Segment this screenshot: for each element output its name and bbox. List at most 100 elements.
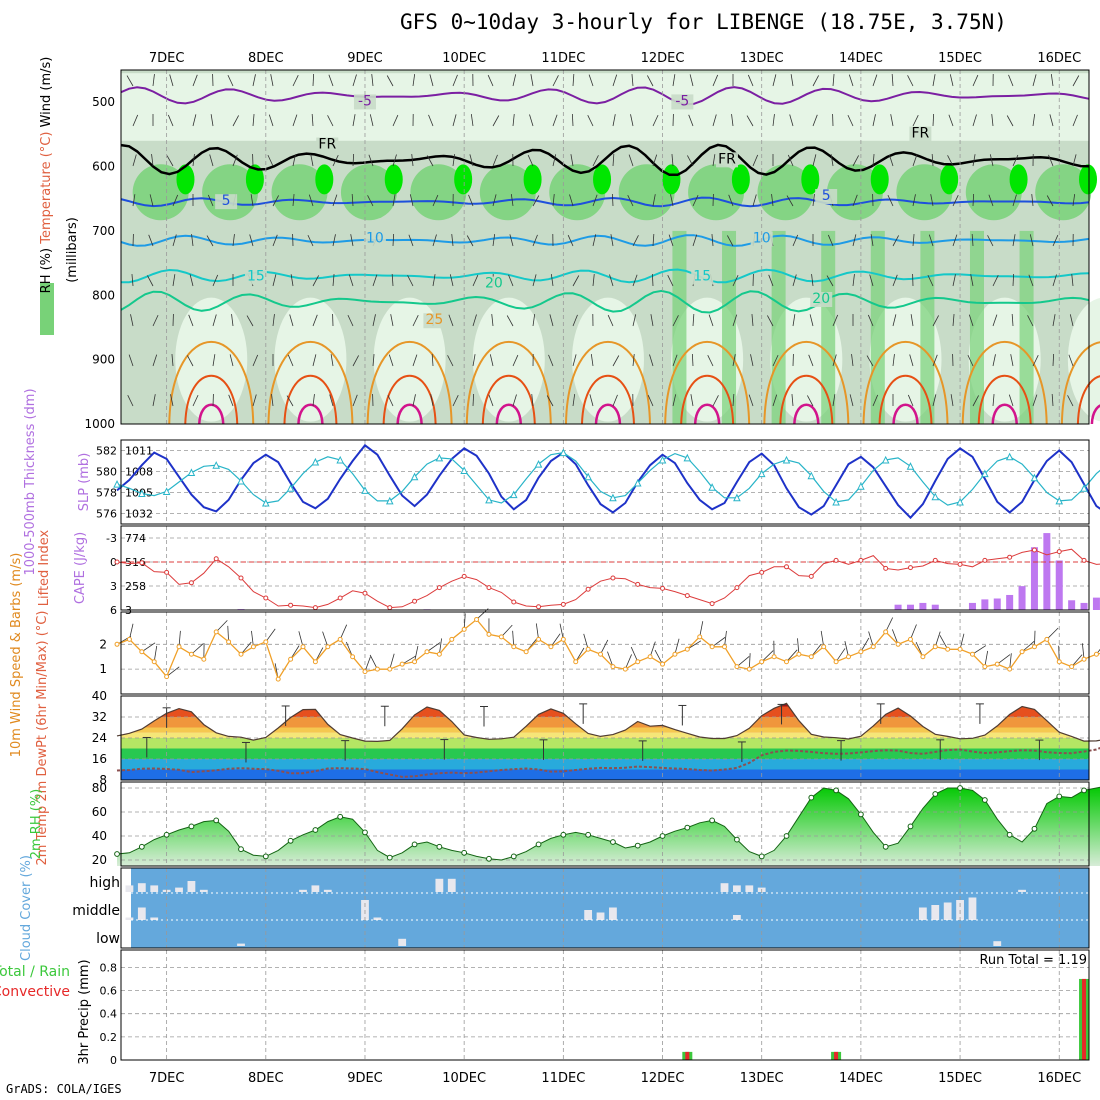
rh-moist-cell xyxy=(965,164,1022,221)
wind-barb xyxy=(492,234,496,247)
wind-barb xyxy=(492,115,500,127)
wind-barb xyxy=(592,234,597,247)
date-label-bottom: 16DEC xyxy=(1037,1071,1081,1086)
wind-barb xyxy=(352,74,357,87)
wind-barb xyxy=(367,195,374,207)
thickness-marker xyxy=(113,479,121,488)
precip-tick: 0.8 xyxy=(100,961,118,974)
cloud-low-bar xyxy=(398,938,407,946)
wind-barb xyxy=(847,114,854,127)
rh-saturated-cell xyxy=(176,164,195,195)
wind-barb xyxy=(469,154,474,167)
li-marker xyxy=(337,595,343,601)
wind-barb xyxy=(192,74,198,87)
cape-bar xyxy=(1043,533,1051,610)
wind-barb xyxy=(512,394,517,407)
wind-barb xyxy=(372,274,378,287)
wind-marker xyxy=(424,649,430,655)
wind-barb xyxy=(610,234,614,247)
date-label-top: 11DEC xyxy=(541,51,585,66)
temp-contour-35 xyxy=(793,403,820,425)
contour-label: 20 xyxy=(485,276,503,292)
wind-marker xyxy=(982,664,988,670)
rh-moist-cell xyxy=(340,164,397,221)
thickness-marker xyxy=(336,455,344,464)
wind-barb xyxy=(910,314,914,327)
wind-barb xyxy=(1032,355,1039,367)
wind-marker xyxy=(598,651,604,657)
wind-barb xyxy=(632,274,638,287)
wind-barb xyxy=(792,314,796,327)
wind-barb xyxy=(947,155,954,167)
wind-barb xyxy=(546,395,554,407)
wind-barb-10m xyxy=(624,654,632,670)
temp-contour xyxy=(120,289,1090,314)
wind-barb xyxy=(530,74,534,87)
contour-label-bg xyxy=(363,231,386,247)
wind-barb xyxy=(312,394,315,407)
wind-barb xyxy=(327,115,334,127)
wind-barb xyxy=(690,394,694,407)
cloud-low-bar xyxy=(237,943,245,946)
wind-barb xyxy=(411,154,414,167)
wind-barb-10m xyxy=(748,653,751,670)
rh-tick: 60 xyxy=(92,805,107,819)
precip-convective-bar xyxy=(1082,978,1087,1060)
wind-barb xyxy=(532,314,536,327)
cloud-high-bar xyxy=(187,881,196,892)
li-marker xyxy=(808,573,814,579)
wind-marker xyxy=(548,644,554,650)
cloud-high-bar xyxy=(1018,889,1026,892)
li-tick: 0 xyxy=(110,556,117,569)
wind-barb xyxy=(572,394,576,407)
contour-label-bg xyxy=(909,126,932,142)
wind-barb xyxy=(290,274,294,287)
wind-barb xyxy=(931,154,934,167)
precip-ylabel: 3hr Precip (mm) xyxy=(77,959,92,1064)
wind-barb xyxy=(131,274,134,287)
cloud-middle-bar xyxy=(584,910,593,920)
temp-contour xyxy=(121,268,1090,284)
wind-barb xyxy=(470,114,474,127)
wind-marker xyxy=(610,664,616,670)
wind-barb xyxy=(588,74,594,87)
wind-barb xyxy=(672,315,679,327)
wind-barb xyxy=(689,74,694,87)
wind-barb xyxy=(552,114,558,127)
wind-barb xyxy=(909,354,914,367)
wind-barb xyxy=(907,394,914,407)
wind-barb xyxy=(727,235,734,247)
contour-label-bg xyxy=(244,269,267,285)
wind-barb xyxy=(830,154,834,167)
wind-marker xyxy=(275,676,281,682)
wind-barb xyxy=(866,355,874,367)
li-marker xyxy=(461,573,467,579)
wind-barb xyxy=(652,114,659,127)
contour-label: FR xyxy=(718,151,736,167)
wind-barb xyxy=(372,314,376,327)
temp-ylabel: 2m Temp 2m DewPt (6hr Min/Max) (°C) xyxy=(35,611,50,866)
wind-barb xyxy=(992,314,998,327)
wind-barb xyxy=(549,314,554,327)
wind-barb xyxy=(748,394,754,407)
wind-barb xyxy=(452,74,458,87)
wind-barb-10m xyxy=(761,650,774,662)
wind-barb xyxy=(392,114,399,127)
wind-barb xyxy=(612,154,615,167)
wind-barb xyxy=(732,394,735,407)
wind-barb xyxy=(532,195,540,207)
wind-barb xyxy=(692,194,699,207)
rh-moist-column xyxy=(1019,230,1034,424)
rh-marker xyxy=(957,785,963,791)
wind-barb xyxy=(392,194,396,207)
rh-marker xyxy=(287,837,294,844)
cloud-level-high: high xyxy=(89,875,120,891)
wind-barb xyxy=(1008,394,1014,407)
wind-barb xyxy=(307,234,314,247)
wind-barb xyxy=(250,194,254,207)
wind-barb-10m xyxy=(868,631,874,647)
thickness-marker xyxy=(881,455,890,464)
rh-marker xyxy=(188,823,195,830)
wind-marker xyxy=(1093,651,1099,657)
temp-tick: 8 xyxy=(99,773,107,787)
